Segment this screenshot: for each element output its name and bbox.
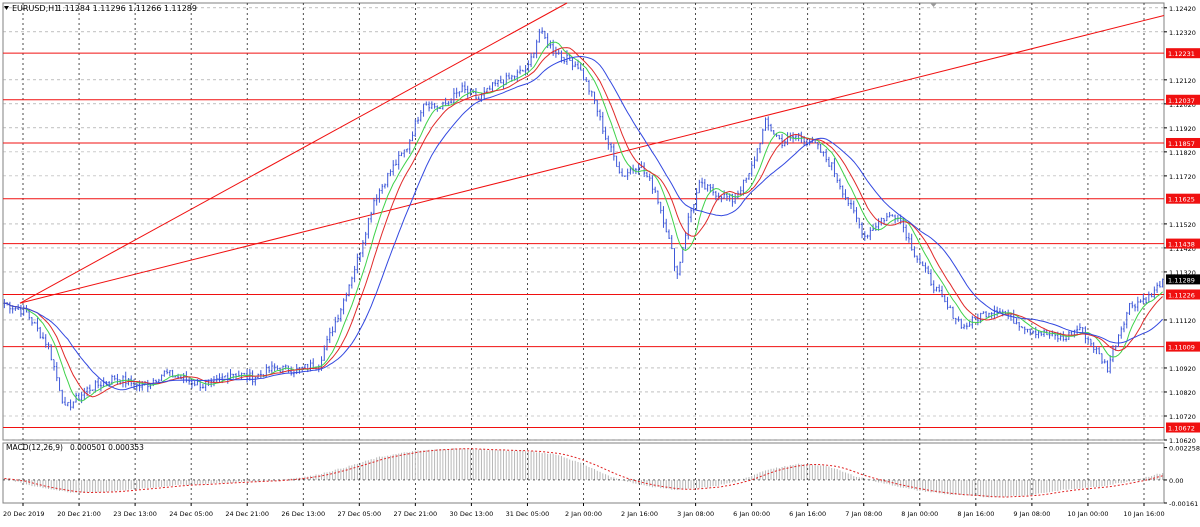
x-tick-label: 3 Jan 08:00: [677, 510, 714, 518]
macd-values: 0.000501 0.000353: [70, 443, 144, 452]
y-tick-label: 1.12020: [1169, 101, 1196, 109]
price-level-label: 1.10672: [1168, 425, 1195, 433]
x-tick-label: 10 Jan 16:00: [1123, 510, 1164, 518]
x-tick-label: 27 Dec 05:00: [337, 510, 381, 518]
time-axis: 20 Dec 2019 20 Dec 21:00 23 Dec 13:00 24 De…: [3, 503, 1165, 518]
x-tick-label: 2 Jan 00:00: [565, 510, 602, 518]
trendline-long[interactable]: [19, 15, 1165, 304]
price-level-tag: [1166, 238, 1200, 249]
y-tick-label: 1.11520: [1169, 221, 1196, 229]
moving-average-mid: [4, 47, 1163, 398]
trendline-steep[interactable]: [19, 2, 568, 304]
price-level-label: 1.12037: [1168, 97, 1195, 105]
chart-overlays: [4, 3, 937, 10]
x-tick-label: 24 Dec 05:00: [169, 510, 213, 518]
y-tick-label: 1.10620: [1169, 437, 1196, 445]
x-tick-label: 6 Jan 00:00: [733, 510, 770, 518]
ohlc-readout: 1.11284 1.11296 1.11266 1.11289: [57, 4, 197, 13]
x-tick-label: 26 Dec 13:00: [281, 510, 325, 518]
y-tick-label: 1.11720: [1169, 173, 1196, 181]
chevron-down-icon[interactable]: [4, 6, 9, 10]
price-level-label: 1.12231: [1168, 50, 1195, 58]
price-level-tag: [1166, 422, 1200, 433]
y-tick-label: 1.11920: [1169, 125, 1196, 133]
price-level-tag: [1166, 289, 1200, 300]
x-tick-label: 10 Jan 00:00: [1067, 510, 1108, 518]
price-level-label: 1.11857: [1168, 140, 1195, 148]
x-tick-label: 8 Jan 16:00: [957, 510, 994, 518]
price-level-tag: [1166, 193, 1200, 204]
y-tick-label: 1.10820: [1169, 389, 1196, 397]
y-tick-label: 1.12120: [1169, 77, 1196, 85]
price-level-tag: [1166, 48, 1200, 59]
chart-shift-marker-icon[interactable]: [930, 3, 937, 7]
last-price-tag: [1166, 274, 1200, 285]
macd-title: MACD(12,26,9): [6, 443, 63, 452]
macd-y-tick-label: 0.00: [1169, 477, 1183, 485]
x-tick-label: 9 Jan 08:00: [1013, 510, 1050, 518]
x-tick-label: 24 Dec 21:00: [225, 510, 269, 518]
moving-average-slow: [4, 55, 1163, 391]
y-tick-label: 1.11120: [1169, 317, 1196, 325]
x-tick-label: 23 Dec 13:00: [113, 510, 157, 518]
x-tick-label: 31 Dec 05:00: [506, 510, 550, 518]
y-tick-label: 1.12420: [1169, 5, 1196, 13]
price-level-tag: [1166, 137, 1200, 148]
macd-y-tick-label: -0.00161: [1169, 500, 1198, 508]
x-tick-label: 27 Dec 21:00: [393, 510, 437, 518]
x-tick-label: 30 Dec 13:00: [450, 510, 494, 518]
y-tick-label: 1.10720: [1169, 413, 1196, 421]
macd-y-tick-label: 0.002258: [1169, 445, 1200, 453]
price-level-label: 1.11438: [1168, 241, 1195, 249]
chart-title: EURUSD,H1: [12, 4, 59, 13]
price-level-tag: [1166, 94, 1200, 105]
price-level-label: 1.11226: [1168, 291, 1195, 299]
y-tick-label: 1.10920: [1169, 365, 1196, 373]
main-price-panel[interactable]: [2, 2, 1165, 441]
x-tick-label: 6 Jan 16:00: [789, 510, 826, 518]
x-tick-label: 2 Jan 16:00: [621, 510, 658, 518]
price-level-tag: [1166, 341, 1200, 352]
x-tick-label: 7 Jan 08:00: [845, 510, 882, 518]
x-tick-label: 20 Dec 2019: [3, 510, 45, 518]
macd-signal-line: [4, 448, 1163, 498]
last-price-label: 1.11289: [1168, 276, 1195, 284]
y-tick-label: 1.11820: [1169, 149, 1196, 157]
price-level-label: 1.11625: [1168, 196, 1195, 204]
y-tick-label: 1.11420: [1169, 245, 1196, 253]
y-tick-label: 1.11320: [1169, 269, 1196, 277]
y-tick-label: 1.12320: [1169, 29, 1196, 37]
price-axis: 1.12420 1.12320 1.12120 1.12020 1.11920 1.118…: [1164, 5, 1200, 508]
x-tick-label: 20 Dec 21:00: [57, 510, 101, 518]
x-tick-label: 8 Jan 00:00: [901, 510, 938, 518]
price-level-label: 1.11009: [1168, 344, 1195, 352]
